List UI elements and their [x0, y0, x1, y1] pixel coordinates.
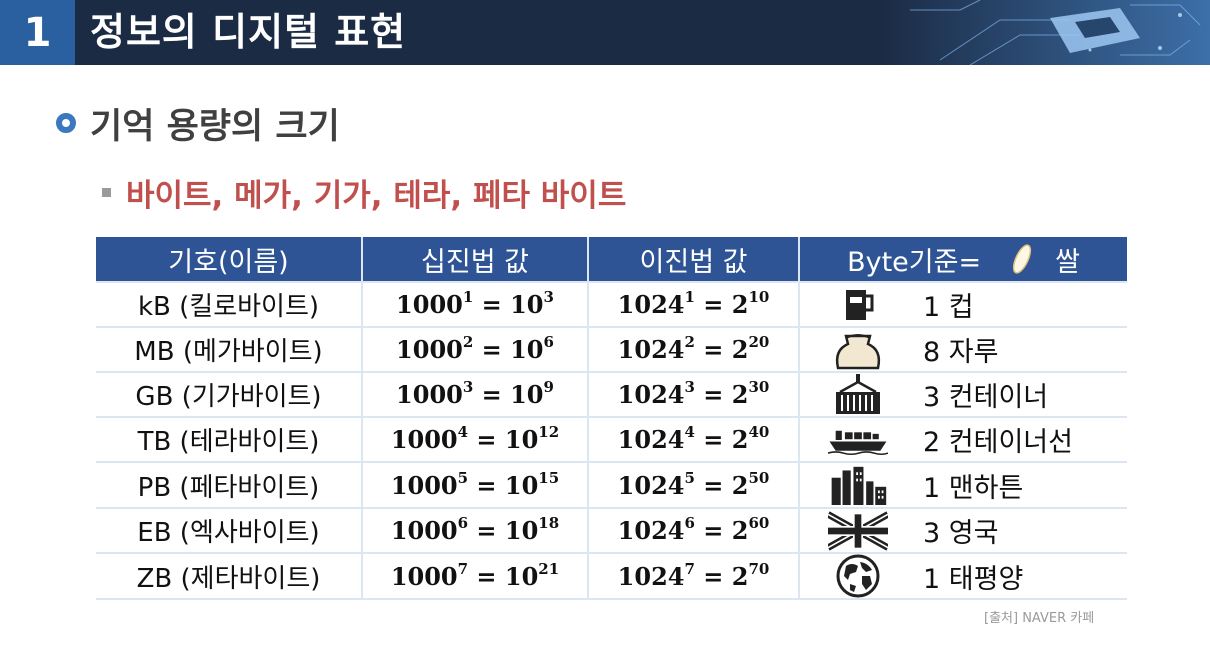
unit-name-cell: TB (테라바이트): [96, 417, 363, 463]
col-header-rice-label: 쌀: [1055, 246, 1080, 278]
table-row: kB (킬로바이트) 10001 = 103 10241 = 210 1 컵: [96, 282, 1127, 328]
rice-example-cell: 2 컨테이너선: [799, 417, 1127, 463]
unit-name-cell: PB (페타바이트): [96, 462, 363, 509]
table-header-row: 기호(이름) 십진법 값 이진법 값 Byte기준= 쌀: [96, 237, 1127, 283]
square-bullet-icon: [102, 187, 111, 197]
table-row: ZB (제타바이트) 10007 = 1021 10247 = 270 1 태평양: [96, 553, 1127, 600]
table-row: EB (엑사바이트) 10006 = 1018 10246 = 260 3 영국: [96, 508, 1127, 554]
unit-name-cell: GB (기가바이트): [96, 372, 363, 418]
subheading: 바이트, 메가, 기가, 테라, 페타 바이트: [126, 177, 627, 214]
rice-example-cell: 3 컨테이너: [799, 372, 1127, 418]
container-icon: [828, 373, 888, 416]
binary-value-cell: 10244 = 240: [588, 417, 800, 463]
decimal-value-cell: 10003 = 109: [362, 372, 589, 418]
circle-bullet-icon: [56, 113, 76, 133]
circuit-chip-decoration: [880, 0, 1210, 65]
rice-amount: 3 영국: [923, 518, 999, 549]
rice-amount: 1 태평양: [923, 563, 1024, 595]
table-row: PB (페타바이트) 10005 = 1015 10245 = 250 1 맨하튼: [96, 462, 1127, 509]
globe-icon: [828, 554, 888, 598]
table-row: MB (메가바이트) 10002 = 106 10242 = 220 8 자루: [96, 327, 1127, 373]
rice-example-cell: 8 자루: [799, 327, 1127, 373]
unit-name-cell: ZB (제타바이트): [96, 553, 363, 600]
sack-icon: [828, 330, 888, 370]
rice-amount: 8 자루: [923, 337, 999, 368]
binary-value-cell: 10247 = 270: [588, 553, 800, 600]
binary-value-cell: 10241 = 210: [588, 282, 800, 328]
subheading-row: 바이트, 메가, 기가, 테라, 페타 바이트: [102, 170, 626, 214]
slide-title: 정보의 디지털 표현: [90, 10, 407, 54]
decimal-value-cell: 10007 = 1021: [362, 553, 589, 600]
col-header-binary: 이진법 값: [588, 237, 800, 283]
section-heading: 기억 용량의 크기: [90, 106, 340, 147]
rice-example-cell: 1 맨하튼: [799, 462, 1127, 509]
binary-value-cell: 10246 = 260: [588, 508, 800, 554]
unit-name-cell: kB (킬로바이트): [96, 282, 363, 328]
rice-example-cell: 1 컵: [799, 282, 1127, 328]
decimal-value-cell: 10002 = 106: [362, 327, 589, 373]
storage-units-table: 기호(이름) 십진법 값 이진법 값 Byte기준= 쌀 kB (킬로바이트) 1…: [96, 237, 1127, 600]
col-header-example: Byte기준= 쌀: [799, 237, 1127, 283]
decimal-value-cell: 10004 = 1012: [362, 417, 589, 463]
binary-value-cell: 10243 = 230: [588, 372, 800, 418]
source-credit: [출처] NAVER 카페: [984, 611, 1095, 626]
uk-flag-icon: [828, 510, 888, 551]
rice-amount: 1 맨하튼: [923, 472, 1024, 504]
table-row: TB (테라바이트) 10004 = 1012 10244 = 240 2 컨테이너선: [96, 417, 1127, 463]
binary-value-cell: 10245 = 250: [588, 462, 800, 509]
rice-amount: 2 컨테이너선: [923, 427, 1073, 458]
table-row: GB (기가바이트) 10003 = 109 10243 = 230 3 컨테이너: [96, 372, 1127, 418]
section-heading-row: 기억 용량의 크기: [56, 98, 340, 148]
rice-grain-icon: [1012, 244, 1032, 274]
col-header-byte-label: Byte기준=: [847, 246, 982, 278]
col-header-symbol: 기호(이름): [96, 237, 363, 283]
rice-example-cell: 1 태평양: [799, 553, 1127, 600]
decimal-value-cell: 10006 = 1018: [362, 508, 589, 554]
col-header-decimal: 십진법 값: [362, 237, 589, 283]
cup-icon: [828, 287, 888, 323]
ship-icon: [828, 420, 888, 460]
rice-amount: 3 컨테이너: [923, 382, 1049, 413]
rice-example-cell: 3 영국: [799, 508, 1127, 554]
decimal-value-cell: 10005 = 1015: [362, 462, 589, 509]
rice-amount: 1 컵: [923, 292, 974, 323]
section-number: 1: [0, 0, 75, 65]
city-icon: [828, 463, 888, 507]
unit-name-cell: EB (엑사바이트): [96, 508, 363, 554]
slide-header: 1 정보의 디지털 표현: [0, 0, 1210, 65]
decimal-value-cell: 10001 = 103: [362, 282, 589, 328]
binary-value-cell: 10242 = 220: [588, 327, 800, 373]
unit-name-cell: MB (메가바이트): [96, 327, 363, 373]
